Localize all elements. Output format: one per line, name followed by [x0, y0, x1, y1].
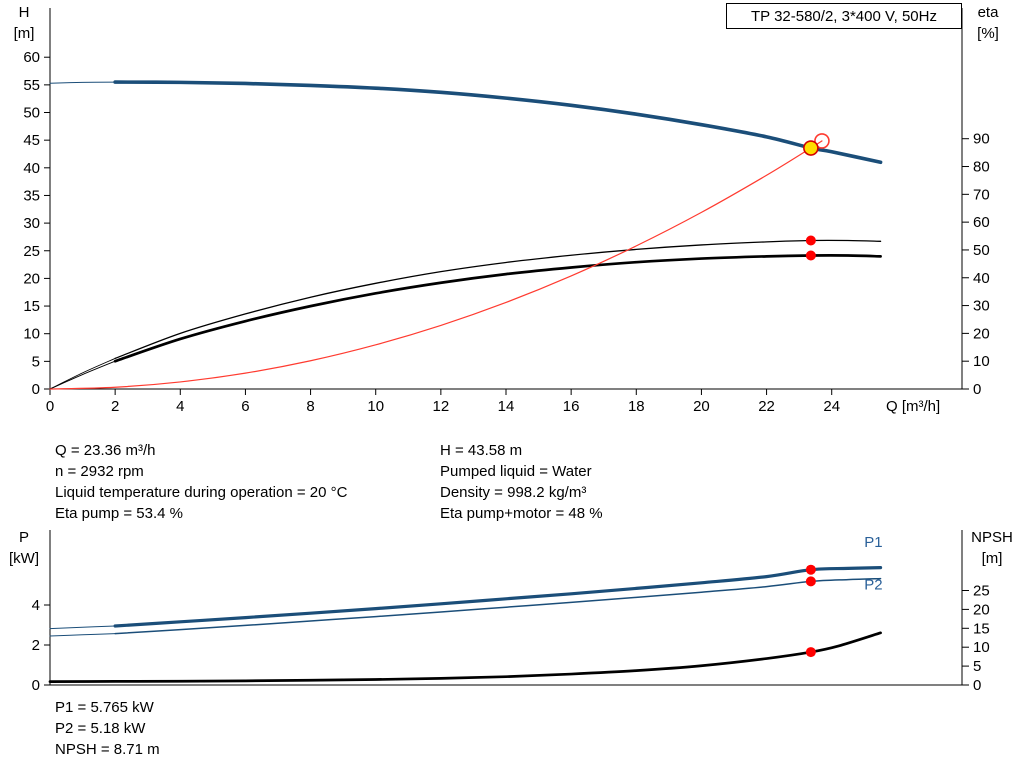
y-left-tick-label: 15	[23, 298, 40, 315]
x-tick-label: 4	[176, 398, 184, 415]
head-efficiency-chart: 0 2 4 6 8 10 12 14 16 18 20 22 240510152025303540455…	[23, 8, 990, 415]
operating-point-details-right: H = 43.58 m Pumped liquid = Water Densit…	[440, 440, 603, 524]
eta-pump-motor-point-marker	[805, 250, 816, 261]
detail-temperature: Liquid temperature during operation = 20…	[55, 484, 348, 501]
y-right-tick-label: 5	[973, 658, 981, 675]
x-tick-label: 18	[628, 398, 645, 415]
y-left-tick-label: 0	[32, 381, 40, 398]
x-tick-label: 6	[241, 398, 249, 415]
x-tick-label: 22	[758, 398, 775, 415]
pump-model-title-box: TP 32-580/2, 3*400 V, 50Hz	[726, 3, 962, 29]
x-tick-label: 10	[367, 398, 384, 415]
y-left-tick-label: 5	[32, 353, 40, 370]
h-axis-unit: [m]	[13, 25, 35, 42]
p2-curve-label: P2	[864, 576, 882, 593]
y-right-tick-label: 30	[973, 298, 990, 315]
system-curve-end-marker	[814, 133, 830, 149]
y-left-tick-label: 20	[23, 270, 40, 287]
y-left-tick-label: 2	[32, 637, 40, 654]
p1-curve-leadin	[49, 625, 116, 630]
y-left-tick-label: 50	[23, 105, 40, 122]
head-curve-leadin	[49, 81, 116, 84]
y-left-tick-label: 40	[23, 160, 40, 177]
y-left-tick-label: 10	[23, 326, 40, 343]
detail-head: H = 43.58 m	[440, 442, 523, 459]
y-right-tick-label: 70	[973, 186, 990, 203]
x-tick-label: 24	[823, 398, 840, 415]
power-axis-title: P [kW]	[2, 527, 46, 569]
npsh-axis-symbol: NPSH	[971, 529, 1013, 546]
p-axis-unit: [kW]	[9, 550, 39, 567]
detail-density: Density = 998.2 kg/m³	[440, 484, 587, 501]
pump-model-label: TP 32-580/2, 3*400 V, 50Hz	[751, 7, 937, 25]
y-right-tick-label: 60	[973, 214, 990, 231]
y-right-tick-label: 90	[973, 131, 990, 148]
eta-axis-unit: [%]	[977, 25, 999, 42]
detail-eta-pump-motor: Eta pump+motor = 48 %	[440, 505, 603, 522]
y-right-tick-label: 50	[973, 242, 990, 259]
y-left-tick-label: 25	[23, 243, 40, 260]
x-tick-label: 16	[563, 398, 580, 415]
p1-point-marker	[805, 564, 816, 575]
p1-curve	[113, 566, 883, 628]
eta-axis-symbol: eta	[977, 4, 999, 21]
y-left-tick-label: 4	[32, 597, 40, 614]
p2-curve-leadin	[49, 633, 116, 637]
y-right-tick-label: 0	[973, 381, 981, 398]
y-right-tick-label: 15	[973, 620, 990, 637]
detail-p1: P1 = 5.765 kW	[55, 699, 154, 716]
y-left-tick-label: 55	[23, 77, 40, 94]
y-right-tick-label: 10	[973, 639, 990, 656]
detail-flow: Q = 23.36 m³/h	[55, 442, 156, 459]
npsh-curve	[48, 631, 882, 683]
operating-point-details-left: Q = 23.36 m³/h n = 2932 rpm Liquid tempe…	[55, 440, 347, 524]
power-npsh-chart: 0 2 4 0 5 10 15 20 25 P1 P2	[32, 530, 990, 694]
y-left-tick-label: 35	[23, 187, 40, 204]
h-axis-symbol: H	[18, 4, 30, 21]
x-tick-label: 8	[306, 398, 314, 415]
npsh-axis-unit: [m]	[981, 550, 1003, 567]
y-right-tick-label: 40	[973, 270, 990, 287]
y-axis-right-title: eta [%]	[964, 2, 1012, 44]
y-right-tick-label: 25	[973, 582, 990, 599]
y-left-tick-label: 0	[32, 677, 40, 694]
x-tick-label: 2	[111, 398, 119, 415]
y-left-tick-label: 30	[23, 215, 40, 232]
eta-pump-curve	[114, 239, 882, 360]
head-curve	[113, 80, 883, 165]
x-tick-label: 14	[498, 398, 515, 415]
detail-liquid: Pumped liquid = Water	[440, 463, 592, 480]
p2-point-marker	[805, 576, 816, 587]
eta-pump-motor-curve	[113, 254, 882, 363]
p1-curve-label: P1	[864, 534, 882, 551]
y-right-tick-label: 20	[973, 325, 990, 342]
detail-p2: P2 = 5.18 kW	[55, 720, 146, 737]
npsh-point-marker	[805, 647, 816, 658]
y-right-tick-label: 10	[973, 353, 990, 370]
x-tick-label: 12	[433, 398, 450, 415]
eta-pump-point-marker	[805, 235, 816, 246]
y-left-tick-label: 45	[23, 132, 40, 149]
y-right-tick-label: 20	[973, 601, 990, 618]
y-right-tick-label: 80	[973, 159, 990, 176]
p2-curve	[114, 577, 882, 635]
eta-pump-motor-leadin	[49, 360, 116, 390]
detail-npsh: NPSH = 8.71 m	[55, 741, 160, 758]
npsh-axis-title: NPSH [m]	[962, 527, 1022, 569]
x-tick-label: 20	[693, 398, 710, 415]
system-curve	[49, 140, 823, 390]
detail-speed: n = 2932 rpm	[55, 463, 144, 480]
y-left-tick-label: 60	[23, 49, 40, 66]
p-axis-symbol: P	[18, 529, 29, 546]
power-values-details: P1 = 5.765 kW P2 = 5.18 kW NPSH = 8.71 m	[55, 697, 160, 760]
x-tick-label: 0	[46, 398, 54, 415]
y-axis-left-title: H [m]	[4, 2, 44, 44]
x-axis-title: Q [m³/h]	[886, 398, 941, 415]
y-right-tick-label: 0	[973, 677, 981, 694]
duty-point-marker[interactable]	[803, 140, 819, 156]
detail-eta-pump: Eta pump = 53.4 %	[55, 505, 183, 522]
